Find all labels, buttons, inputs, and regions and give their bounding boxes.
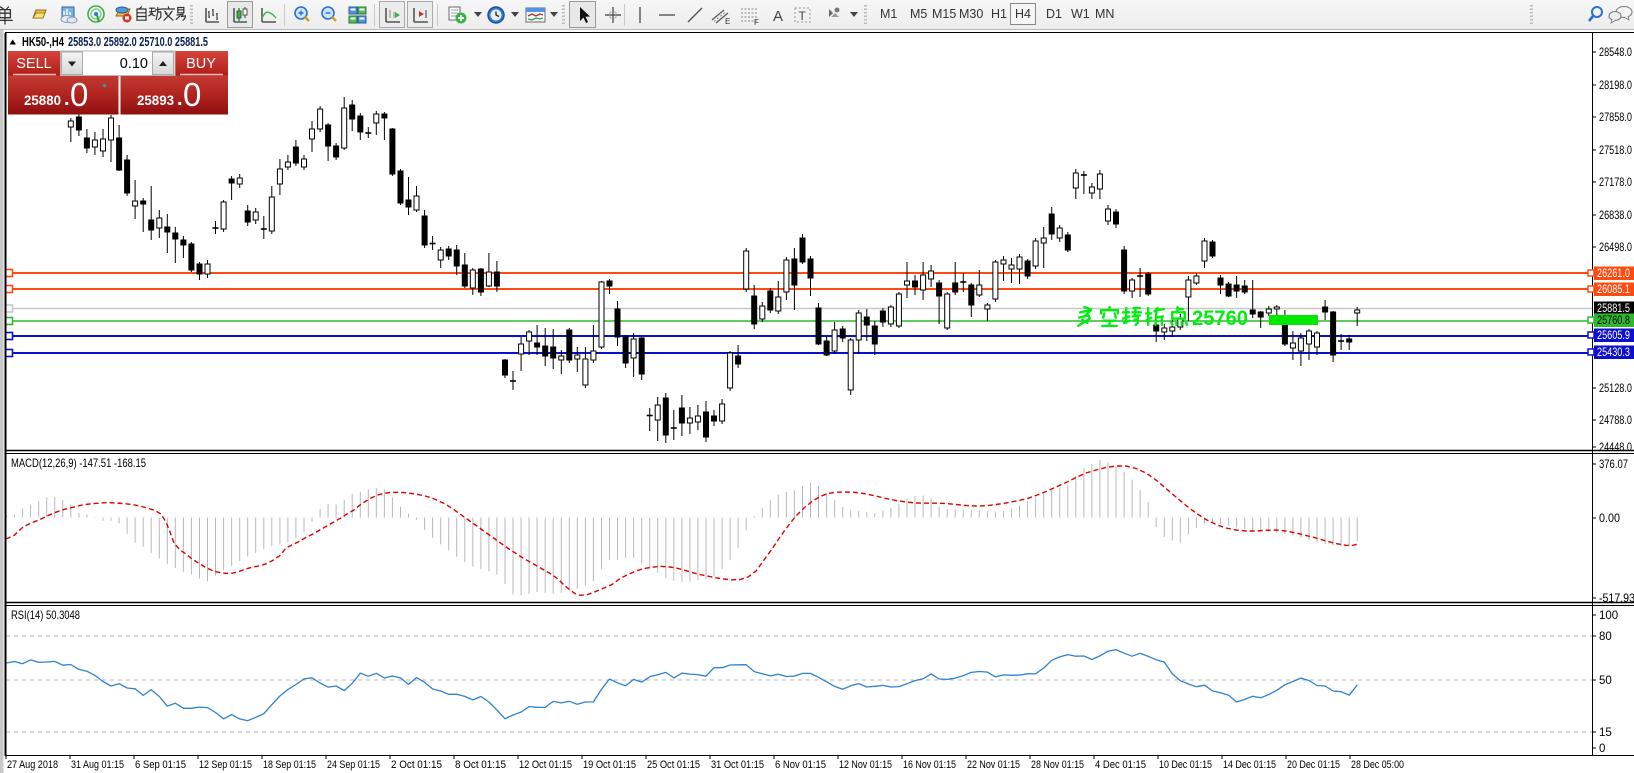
svg-text:25853.0 25892.0 25710.0 25881.: 25853.0 25892.0 25710.0 25881.5 xyxy=(68,35,208,49)
svg-text:SELL: SELL xyxy=(16,56,51,72)
svg-text:12 Nov 01:15: 12 Nov 01:15 xyxy=(839,759,892,771)
svg-text:20 Dec 01:15: 20 Dec 01:15 xyxy=(1287,759,1340,771)
svg-text:25760: 25760 xyxy=(1192,306,1248,330)
svg-text:16 Nov 01:15: 16 Nov 01:15 xyxy=(903,759,956,771)
svg-text:27518.0: 27518.0 xyxy=(1599,145,1632,157)
svg-text:22 Nov 01:15: 22 Nov 01:15 xyxy=(967,759,1020,771)
svg-text:8 Oct 01:15: 8 Oct 01:15 xyxy=(455,759,506,771)
svg-text:T: T xyxy=(799,9,807,23)
svg-text:24448.0: 24448.0 xyxy=(1599,442,1632,454)
svg-text:HK50-,H4: HK50-,H4 xyxy=(22,35,64,49)
svg-text:F: F xyxy=(754,18,759,26)
svg-text:12 Sep 01:15: 12 Sep 01:15 xyxy=(199,759,252,771)
svg-text:18 Sep 01:15: 18 Sep 01:15 xyxy=(263,759,316,771)
svg-text:27 Aug 2018: 27 Aug 2018 xyxy=(7,759,58,771)
svg-text:31 Aug 01:15: 31 Aug 01:15 xyxy=(71,759,124,771)
svg-text:15: 15 xyxy=(1599,727,1612,739)
svg-text:0.00: 0.00 xyxy=(1599,513,1620,525)
svg-text:BUY: BUY xyxy=(186,56,216,72)
svg-text:24 Sep 01:15: 24 Sep 01:15 xyxy=(327,759,380,771)
svg-text:25430.3: 25430.3 xyxy=(1597,347,1630,359)
svg-text:100: 100 xyxy=(1599,610,1618,622)
svg-text:10 Dec 01:15: 10 Dec 01:15 xyxy=(1159,759,1212,771)
svg-text:25760.8: 25760.8 xyxy=(1597,315,1630,327)
svg-text:31 Oct 01:15: 31 Oct 01:15 xyxy=(711,759,764,771)
svg-text:4 Dec 01:15: 4 Dec 01:15 xyxy=(1095,759,1146,771)
svg-text:28 Dec 05:00: 28 Dec 05:00 xyxy=(1351,759,1404,771)
svg-text:14 Dec 01:15: 14 Dec 01:15 xyxy=(1223,759,1276,771)
svg-text:25 Oct 01:15: 25 Oct 01:15 xyxy=(647,759,700,771)
svg-text:26838.0: 26838.0 xyxy=(1599,210,1632,222)
svg-text:28548.0: 28548.0 xyxy=(1599,47,1632,59)
svg-text:0: 0 xyxy=(183,76,201,113)
svg-text:27858.0: 27858.0 xyxy=(1599,112,1632,124)
svg-text:27178.0: 27178.0 xyxy=(1599,177,1632,189)
svg-text:6 Nov 01:15: 6 Nov 01:15 xyxy=(775,759,826,771)
svg-text:25880: 25880 xyxy=(24,93,61,108)
svg-text:12 Oct 01:15: 12 Oct 01:15 xyxy=(519,759,572,771)
svg-text:24788.0: 24788.0 xyxy=(1599,415,1632,427)
svg-text:RSI(14) 50.3048: RSI(14) 50.3048 xyxy=(11,608,80,622)
svg-text:50: 50 xyxy=(1599,675,1612,687)
svg-text:19 Oct 01:15: 19 Oct 01:15 xyxy=(583,759,636,771)
svg-text:25893: 25893 xyxy=(137,93,174,108)
svg-text:2 Oct 01:15: 2 Oct 01:15 xyxy=(391,759,442,771)
svg-text:0: 0 xyxy=(70,76,88,113)
svg-text:28198.0: 28198.0 xyxy=(1599,80,1632,92)
svg-text:E: E xyxy=(725,17,730,26)
svg-text:376.07: 376.07 xyxy=(1599,459,1628,471)
svg-text:.: . xyxy=(64,88,70,110)
svg-text:80: 80 xyxy=(1599,631,1612,643)
svg-text:6 Sep 01:15: 6 Sep 01:15 xyxy=(135,759,186,771)
svg-text:25881.5: 25881.5 xyxy=(1597,303,1630,315)
svg-text:25605.9: 25605.9 xyxy=(1597,330,1630,342)
svg-text:MACD(12,26,9) -147.51 -168.15: MACD(12,26,9) -147.51 -168.15 xyxy=(11,456,146,470)
svg-text:0.10: 0.10 xyxy=(120,56,148,72)
svg-text:25128.0: 25128.0 xyxy=(1599,383,1632,395)
svg-text:26085.1: 26085.1 xyxy=(1597,284,1630,296)
svg-text:.: . xyxy=(177,88,183,110)
svg-text:A: A xyxy=(773,8,783,25)
svg-text:26498.0: 26498.0 xyxy=(1599,242,1632,254)
svg-text:0: 0 xyxy=(1599,743,1605,755)
svg-text:26261.0: 26261.0 xyxy=(1597,268,1630,280)
svg-text:28 Nov 01:15: 28 Nov 01:15 xyxy=(1031,759,1084,771)
